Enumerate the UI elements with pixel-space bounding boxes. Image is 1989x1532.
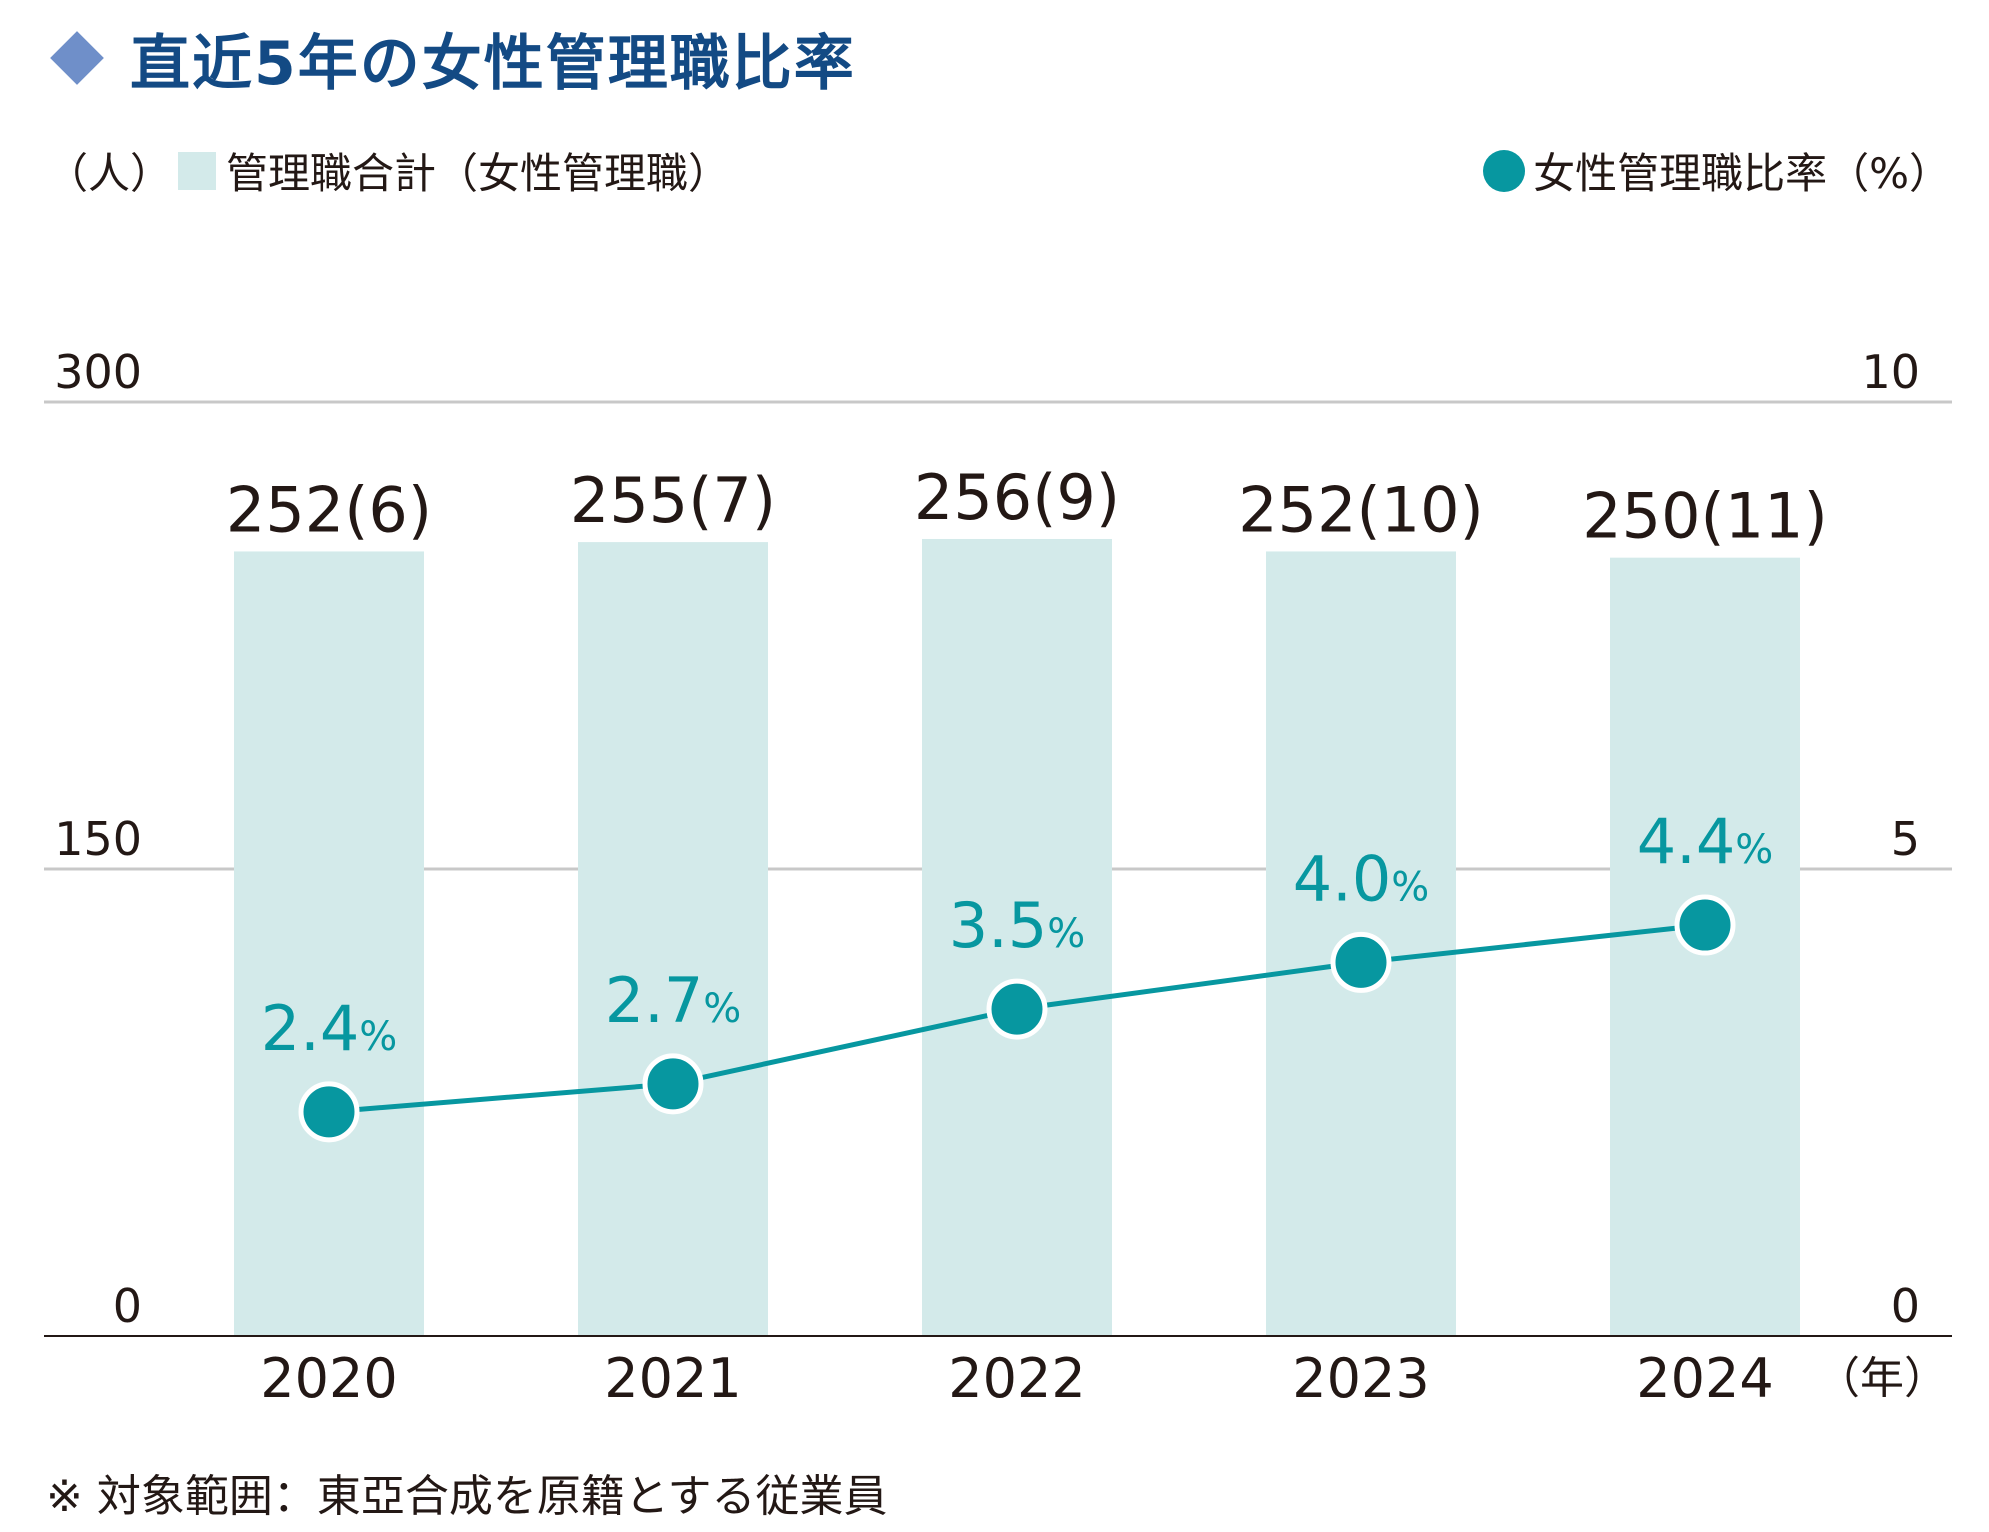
chart-title: 直近5年の女性管理職比率 xyxy=(130,28,856,99)
left-axis-tick-label: 150 xyxy=(54,812,142,866)
line-point xyxy=(1674,894,1736,956)
line-point xyxy=(642,1053,704,1115)
left-axis-tick-label: 300 xyxy=(54,345,142,399)
line-point xyxy=(986,978,1048,1040)
legend-line-label: 女性管理職比率（%） xyxy=(1533,149,1951,198)
chart-title-row: 直近5年の女性管理職比率 xyxy=(46,18,856,99)
x-axis-unit: （年） xyxy=(1816,1353,1948,1404)
bar-value-label: 255(7) xyxy=(570,464,776,537)
x-axis-tick-label: 2024 xyxy=(1636,1347,1773,1410)
right-axis-tick-label: 10 xyxy=(1861,345,1920,399)
bar xyxy=(922,538,1112,1336)
line-value-label: 3.5% xyxy=(949,889,1086,962)
footnote: ※ 対象範囲：東亞合成を原籍とする従業員 xyxy=(46,1471,888,1522)
bar xyxy=(234,551,424,1336)
line-value-label: 2.7% xyxy=(605,964,742,1037)
bar-value-label: 252(10) xyxy=(1238,473,1484,546)
bar-value-label: 252(6) xyxy=(226,473,432,546)
line-point xyxy=(1330,931,1392,993)
right-axis-tick-label: 0 xyxy=(1891,1279,1920,1333)
legend-bar-label: 管理職合計（女性管理職） xyxy=(226,149,731,198)
left-axis-tick-label: 0 xyxy=(113,1279,142,1333)
bar-value-label: 250(11) xyxy=(1582,480,1828,553)
bar-swatch-icon xyxy=(178,151,217,190)
line-marker-icon xyxy=(1483,149,1526,192)
bar-value-label: 256(9) xyxy=(914,461,1120,534)
left-axis-unit: （人） xyxy=(46,149,173,198)
line-value-label: 4.4% xyxy=(1637,805,1774,878)
x-axis-tick-label: 2023 xyxy=(1292,1347,1429,1410)
line-point xyxy=(298,1081,360,1143)
x-axis-tick-label: 2020 xyxy=(260,1347,397,1410)
line-value-label: 4.0% xyxy=(1293,842,1430,915)
x-axis-tick-label: 2021 xyxy=(604,1347,741,1410)
right-axis-tick-label: 5 xyxy=(1891,812,1920,866)
bar xyxy=(578,542,768,1336)
legend-bar: （人） 管理職合計（女性管理職） xyxy=(46,140,730,201)
line-value-label: 2.4% xyxy=(261,992,398,1065)
legend-line: 女性管理職比率（%） xyxy=(1483,140,1951,201)
x-axis-tick-label: 2022 xyxy=(948,1347,1085,1410)
